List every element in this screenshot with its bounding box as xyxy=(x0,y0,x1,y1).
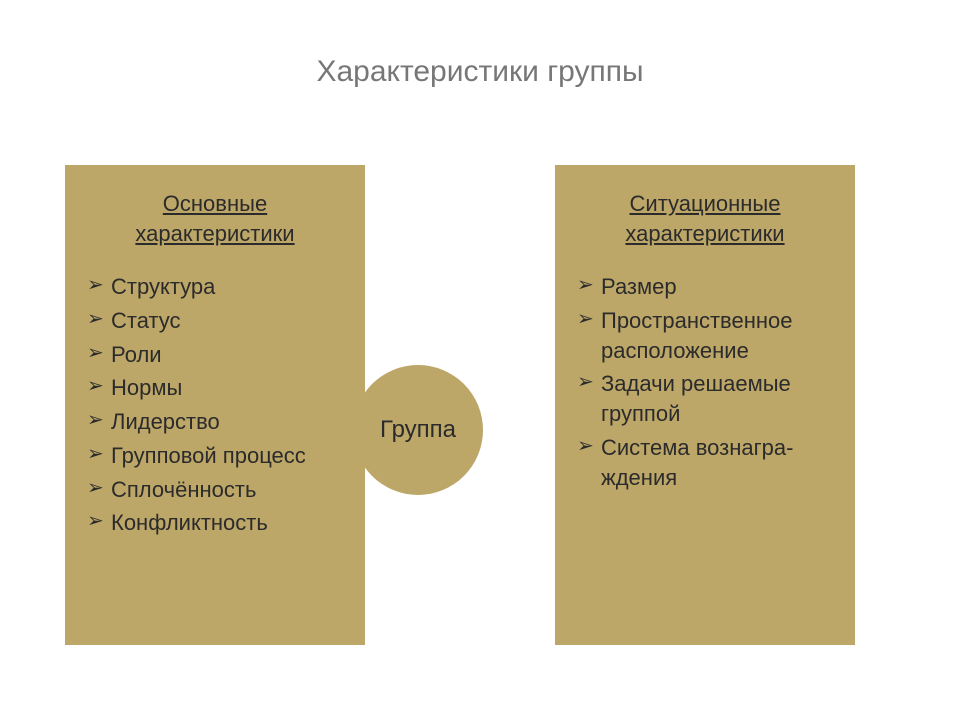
right-box-header: Ситуационные характеристики xyxy=(573,189,837,248)
list-item: Конфликтность xyxy=(87,508,347,538)
list-item: Групповой процесс xyxy=(87,441,347,471)
list-item: Задачи решаемые группой xyxy=(577,369,837,428)
left-characteristics-box: Основные характеристики Структура Статус Р… xyxy=(65,165,365,645)
center-circle: Группа xyxy=(353,365,483,495)
slide-stage: Характеристики группы Основные характери… xyxy=(0,0,960,720)
left-box-header: Основные характеристики xyxy=(83,189,347,248)
list-item: Структура xyxy=(87,272,347,302)
list-item: Статус xyxy=(87,306,347,336)
list-item: Система вознагра-ждения xyxy=(577,433,837,492)
list-item: Лидерство xyxy=(87,407,347,437)
right-box-list: Размер Пространственное расположениеЗадач… xyxy=(573,272,837,492)
right-characteristics-box: Ситуационные характеристики Размер Простр… xyxy=(555,165,855,645)
list-item: Размер xyxy=(577,272,837,302)
slide-title: Характеристики группы xyxy=(0,55,960,89)
list-item: Сплочённость xyxy=(87,475,347,505)
center-circle-label: Группа xyxy=(380,416,456,444)
list-item: Нормы xyxy=(87,373,347,403)
left-box-list: Структура Статус РолиНормы Лидерство Группов… xyxy=(83,272,347,538)
list-item: Роли xyxy=(87,340,347,370)
list-item: Пространственное расположение xyxy=(577,306,837,365)
